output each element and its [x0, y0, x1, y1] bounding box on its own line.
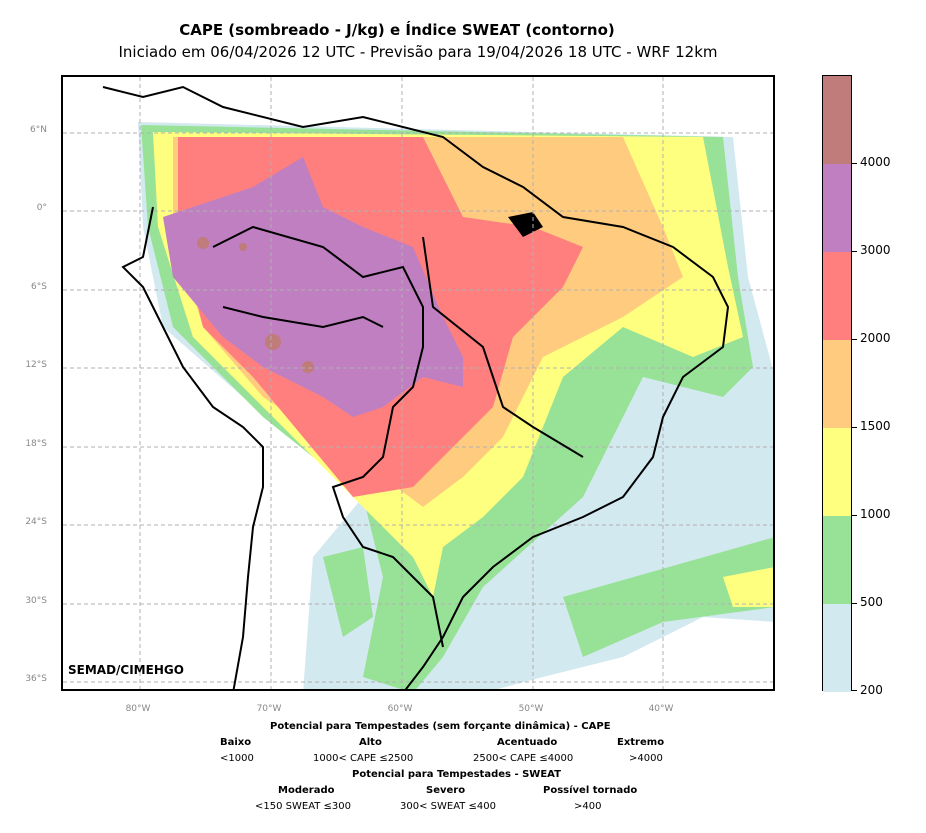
country-borders — [102, 85, 730, 689]
sweat-level-range: 300< SWEAT ≤400 — [400, 801, 497, 812]
colorbar-segment — [823, 516, 851, 604]
lon-label: 70°W — [256, 704, 282, 714]
cape-level-name: Alto — [359, 737, 382, 748]
colorbar-segment — [823, 164, 851, 252]
lat-label: 24°S — [25, 517, 47, 527]
chart-subtitle: Iniciado em 06/04/2026 12 UTC - Previsão… — [118, 43, 718, 61]
cape-level-name: Extremo — [617, 737, 665, 748]
colorbar-tick: 4000 — [860, 155, 891, 169]
colorbar-tick: 3000 — [860, 243, 891, 257]
colorbar-tick: 1500 — [860, 419, 891, 433]
cape-field-map — [63, 77, 773, 689]
colorbar-tick: 200 — [860, 683, 883, 697]
sweat-level-name: Moderado — [278, 785, 335, 796]
colorbar-tick: 500 — [860, 595, 883, 609]
cape-level-range: 1000< CAPE ≤2500 — [313, 753, 414, 764]
sweat-level-range: <150 SWEAT ≤300 — [255, 801, 352, 812]
chart-title: CAPE (sombreado - J/kg) e Índice SWEAT (… — [179, 21, 615, 39]
colorbar-segment — [823, 76, 851, 164]
cape-shade-500-south — [563, 537, 773, 657]
lat-label: 6°S — [31, 282, 47, 292]
colorbar-segment — [823, 252, 851, 340]
lon-label: 60°W — [387, 704, 413, 714]
lon-label: 50°W — [518, 704, 544, 714]
lon-label: 40°W — [648, 704, 674, 714]
cape-level-range: 2500< CAPE ≤4000 — [473, 753, 574, 764]
lat-label: 30°S — [25, 596, 47, 606]
cape-shade-4000 — [197, 237, 314, 373]
sweat-legend-title: Potencial para Tempestades - SWEAT — [352, 769, 561, 780]
colorbar-segment — [823, 428, 851, 516]
gridlines — [63, 77, 773, 689]
lat-label: 0° — [36, 203, 47, 213]
lat-label: 36°S — [25, 674, 47, 684]
sweat-level-range: >400 — [574, 801, 602, 812]
sweat-level-name: Severo — [426, 785, 466, 796]
cape-shade-500-sw — [323, 547, 373, 637]
lon-label: 80°W — [125, 704, 151, 714]
map-panel — [61, 75, 775, 691]
credit-label: SEMAD/CIMEHGO — [68, 663, 184, 677]
colorbar-tick: 2000 — [860, 331, 891, 345]
sweat-level-name: Possível tornado — [543, 785, 638, 796]
cape-shade-3000 — [163, 157, 463, 417]
lat-label: 6°N — [30, 125, 47, 135]
cape-level-range: <1000 — [220, 753, 254, 764]
colorbar-segment — [823, 604, 851, 692]
cape-legend-title: Potencial para Tempestades (sem forçante… — [270, 721, 611, 732]
colorbar-tick: 1000 — [860, 507, 891, 521]
cape-level-range: >4000 — [629, 753, 663, 764]
cape-level-name: Baixo — [220, 737, 252, 748]
cape-shade-1000-south — [723, 567, 773, 607]
cape-level-name: Acentuado — [497, 737, 558, 748]
lat-label: 12°S — [25, 360, 47, 370]
lat-label: 18°S — [25, 439, 47, 449]
colorbar-segment — [823, 340, 851, 428]
colorbar — [822, 75, 852, 692]
